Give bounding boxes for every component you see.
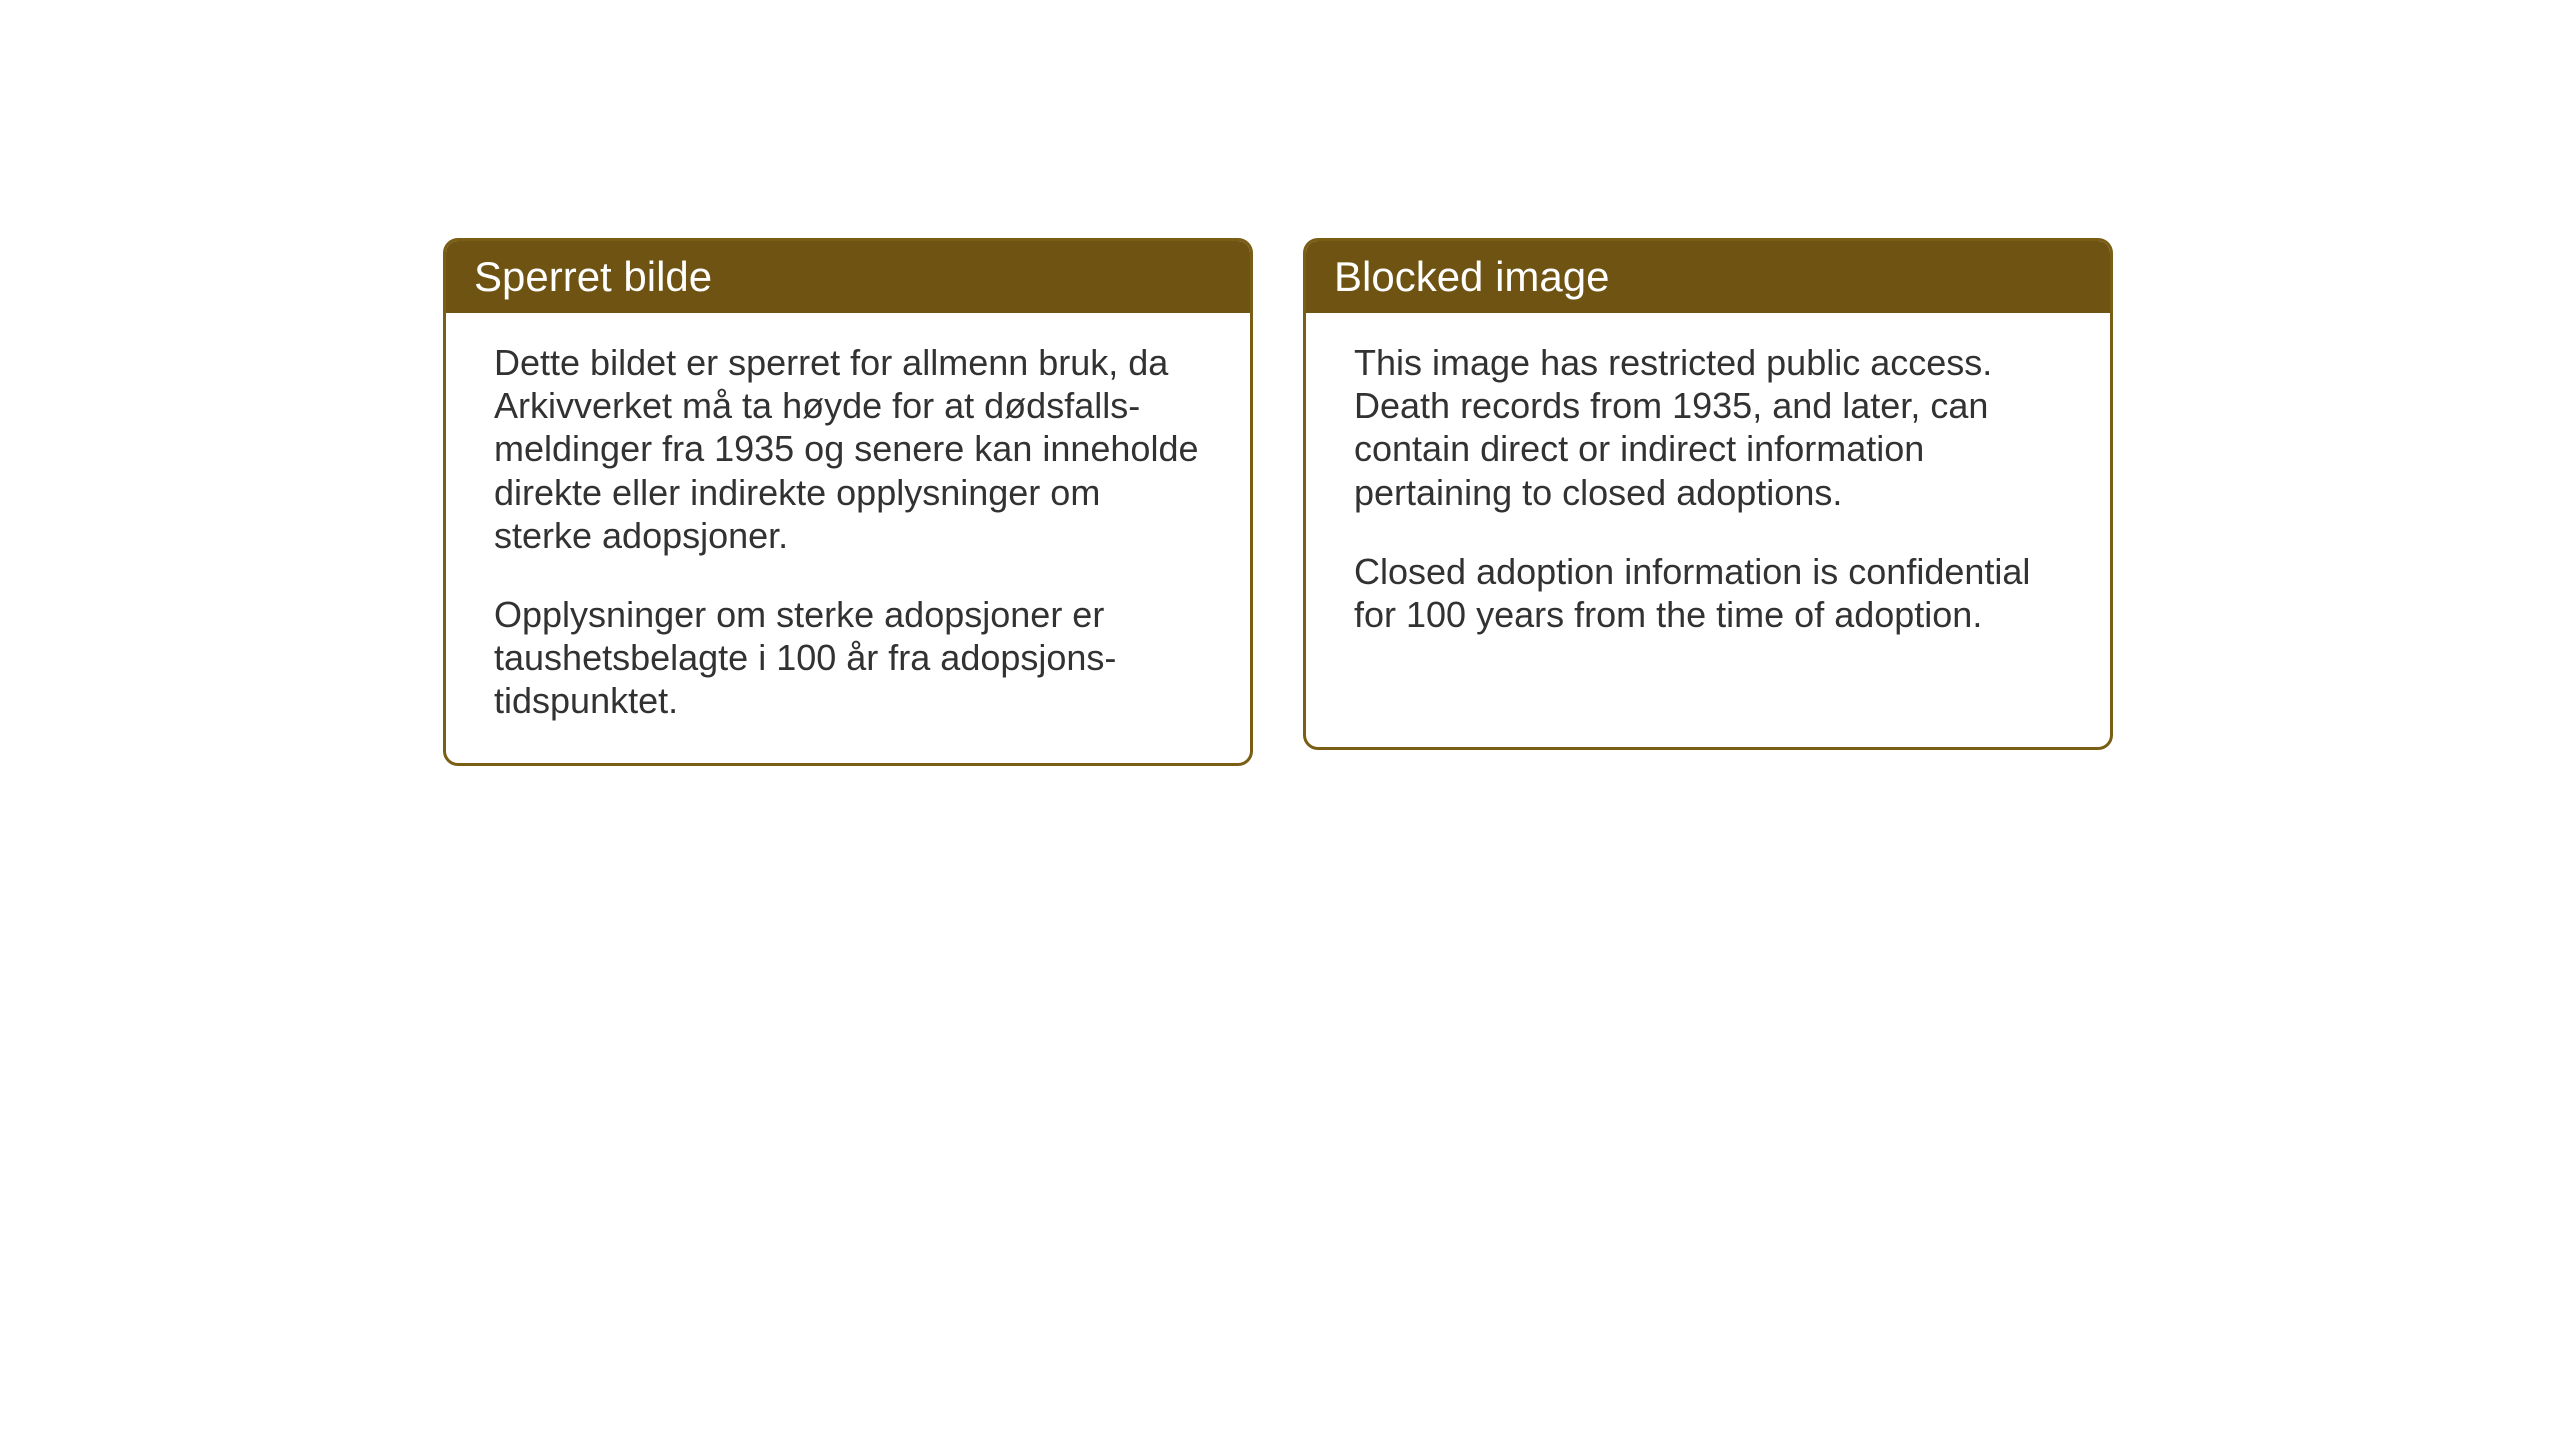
notice-paragraph-2-english: Closed adoption information is confident… bbox=[1354, 550, 2062, 636]
notice-paragraph-1-english: This image has restricted public access.… bbox=[1354, 341, 2062, 514]
notice-header-norwegian: Sperret bilde bbox=[446, 241, 1250, 313]
notice-header-english: Blocked image bbox=[1306, 241, 2110, 313]
notice-title-english: Blocked image bbox=[1334, 253, 1609, 300]
notice-paragraph-2-norwegian: Opplysninger om sterke adopsjoner er tau… bbox=[494, 593, 1202, 723]
notice-title-norwegian: Sperret bilde bbox=[474, 253, 712, 300]
notice-body-english: This image has restricted public access.… bbox=[1306, 313, 2110, 676]
notice-paragraph-1-norwegian: Dette bildet er sperret for allmenn bruk… bbox=[494, 341, 1202, 557]
notice-body-norwegian: Dette bildet er sperret for allmenn bruk… bbox=[446, 313, 1250, 763]
notice-box-norwegian: Sperret bilde Dette bildet er sperret fo… bbox=[443, 238, 1253, 766]
notice-box-english: Blocked image This image has restricted … bbox=[1303, 238, 2113, 750]
notice-container: Sperret bilde Dette bildet er sperret fo… bbox=[443, 238, 2113, 766]
